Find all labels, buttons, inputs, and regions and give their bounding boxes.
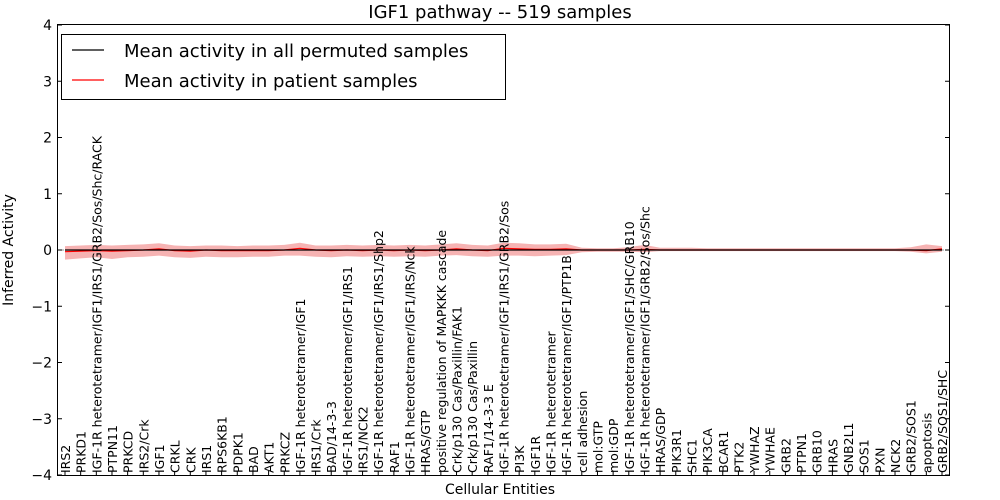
- x-category-label: HRAS/GTP: [418, 410, 433, 473]
- x-category-label: GNB2L1: [841, 423, 856, 473]
- x-category-label: RPS6KB1: [215, 416, 230, 473]
- chart-title: IGF1 pathway -- 519 samples: [368, 2, 631, 23]
- x-category-label: BAD/14-3-3: [324, 401, 339, 473]
- y-tick-label: 3: [43, 74, 52, 90]
- x-category-label: IGF-1R heterotetramer/IGF1/IRS/Nck: [403, 246, 418, 473]
- y-axis-label: Inferred Activity: [1, 194, 17, 306]
- x-category-label: PXN: [872, 448, 887, 473]
- x-category-label: BCAR1: [716, 431, 731, 473]
- x-category-label: IGF-1R heterotetramer/IGF1/IRS1/GRB2/Sos…: [89, 135, 104, 473]
- x-category-label: IGF-1R heterotetramer/IGF1/IRS1/GRB2/Sos: [497, 201, 512, 473]
- x-category-label: IGF1R: [528, 435, 543, 473]
- y-tick-label: 4: [43, 18, 52, 34]
- y-tick-label: 2: [43, 131, 52, 147]
- x-category-label: Crk/p130 Cas/Paxillin/FAK1: [450, 306, 465, 473]
- x-category-label: NCK2: [888, 439, 903, 473]
- x-category-label: PRKD1: [74, 431, 89, 473]
- x-category-label: IRS2/Crk: [136, 419, 151, 473]
- x-category-label: GRB2: [778, 438, 793, 473]
- x-category-label: IRS1: [199, 445, 214, 473]
- x-category-label: IGF-1R heterotetramer: [544, 330, 559, 473]
- plot-frame: [57, 24, 950, 476]
- x-category-label: YWHAE: [763, 427, 778, 474]
- y-axis-ticks: −4 −3 −2 −1 0 1 2 3 4: [31, 18, 949, 484]
- x-category-label: IGF-1R heterotetramer/IGF1/SHC/GRB10: [622, 221, 637, 473]
- patient-std-band: [65, 242, 942, 260]
- x-category-label: IGF-1R heterotetramer/IGF1: [293, 299, 308, 473]
- legend-label-permuted: Mean activity in all permuted samples: [124, 41, 468, 62]
- y-tick-label: 0: [43, 243, 52, 259]
- x-category-label: YWHAZ: [747, 426, 762, 474]
- x-category-label: BAD: [246, 446, 261, 473]
- x-category-label: IGF-1R heterotetramer/IGF1/GRB2/Sos/Shc: [637, 206, 652, 473]
- x-category-label: PIK3R1: [669, 429, 684, 473]
- x-axis-label: Cellular Entities: [445, 482, 555, 498]
- x-category-label: apoptosis: [919, 413, 934, 473]
- x-category-label: PIK3CA: [700, 428, 715, 473]
- legend-label-patient: Mean activity in patient samples: [124, 71, 418, 92]
- series-line-layer: [64, 247, 943, 253]
- x-category-label: HRAS/GDP: [653, 407, 668, 473]
- y-tick-label: −2: [31, 356, 52, 372]
- x-category-label: GRB10: [810, 430, 825, 473]
- legend-box: [61, 34, 506, 100]
- x-category-label: PTPN11: [105, 425, 120, 473]
- x-category-label: GRB2/SOS1: [904, 400, 919, 473]
- x-category-label: RAF1: [387, 441, 402, 473]
- legend: Mean activity in all permuted samples Me…: [61, 34, 506, 100]
- x-category-label: CRKL: [168, 440, 183, 473]
- x-category-label: cell adhesion: [575, 391, 590, 473]
- x-category-label: HRAS: [825, 439, 840, 473]
- y-tick-label: −1: [31, 299, 52, 315]
- x-category-label: IGF-1R heterotetramer/IGF1/IRS1/Shp2: [371, 230, 386, 473]
- x-category-label: IGF-1R heterotetramer/IGF1/IRS1: [340, 266, 355, 473]
- x-category-label: positive regulation of MAPKKK cascade: [434, 230, 449, 473]
- x-category-label: CRK: [183, 447, 198, 473]
- x-category-label: IGF1: [152, 444, 167, 473]
- x-category-label: PDPK1: [230, 432, 245, 473]
- y-tick-label: −4: [31, 468, 52, 484]
- x-category-label: PRKCZ: [277, 432, 292, 473]
- x-category-label: mol:GDP: [606, 418, 621, 473]
- x-category-label: Crk/p130 Cas/Paxillin: [465, 341, 480, 473]
- x-category-label: PI3K: [512, 445, 527, 473]
- x-category-label: SOS1: [857, 439, 872, 473]
- x-category-label: GRB2/SOS1/SHC: [935, 370, 950, 473]
- y-tick-label: −3: [31, 412, 52, 428]
- y-tick-label: 1: [43, 187, 52, 203]
- x-category-label: SHC1: [684, 439, 699, 473]
- x-category-label: PTK2: [731, 442, 746, 473]
- x-category-label: IRS1/NCK2: [356, 406, 371, 473]
- x-category-label: RAF1/14-3-3 E: [481, 384, 496, 473]
- x-category-label: mol:GTP: [591, 421, 606, 473]
- x-category-label: IRS1/Crk: [309, 419, 324, 473]
- x-category-label: IRS2: [58, 445, 73, 473]
- x-category-label: PRKCD: [121, 431, 136, 473]
- std-band-layer: [65, 242, 942, 260]
- x-category-label: PTPN1: [794, 433, 809, 473]
- x-category-label: AKT1: [262, 442, 277, 473]
- x-category-label: IGF-1R heterotetramer/IGF1/PTP1B: [559, 255, 574, 473]
- x-axis-category-labels: IRS2 PRKD1 IGF-1R heterotetramer/IGF1/IRS1…: [58, 135, 950, 475]
